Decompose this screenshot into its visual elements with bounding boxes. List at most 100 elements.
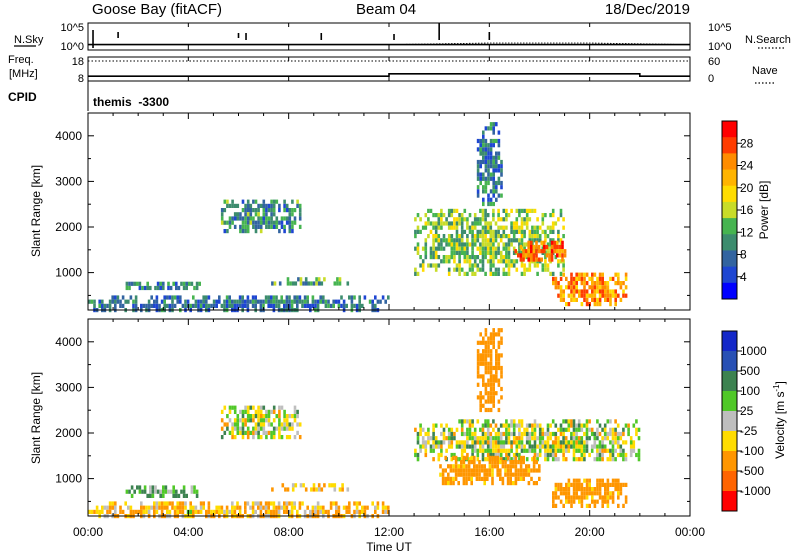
heatmap-cell (528, 234, 532, 239)
heatmap-cell (460, 427, 464, 432)
heatmap-cell (246, 199, 250, 204)
heatmap-cell (432, 440, 435, 445)
heatmap-cell (502, 444, 506, 449)
heatmap-cell (254, 229, 258, 234)
heatmap-cell (233, 422, 237, 427)
heatmap-cell (223, 199, 227, 204)
heatmap-cell (172, 281, 175, 286)
heatmap-cell (554, 448, 558, 453)
heatmap-cell (489, 267, 493, 272)
heatmap-cell (207, 501, 211, 506)
heatmap-cell (525, 457, 529, 462)
heatmap-cell (562, 431, 565, 437)
heatmap-cell (528, 431, 532, 437)
heatmap-cell (345, 505, 348, 510)
heatmap-cell (429, 250, 433, 255)
heatmap-cell (564, 448, 568, 453)
heatmap-cell (492, 440, 495, 445)
heatmap-cell (483, 476, 486, 481)
heatmap-cell (495, 349, 498, 354)
heatmap-cell (583, 289, 586, 294)
heatmap-cell (570, 272, 573, 277)
heatmap-cell (163, 303, 166, 308)
heatmap-cell (267, 414, 271, 419)
heatmap-cell (593, 444, 597, 449)
heatmap-cell (517, 476, 520, 481)
heatmap-cell (151, 493, 155, 498)
heatmap-cell (486, 427, 490, 432)
heatmap-cell (524, 253, 528, 258)
heatmap-cell (497, 213, 500, 218)
velocity-colorbar-label: Velocity [m s-1] (772, 381, 787, 459)
heatmap-cell (591, 293, 594, 298)
heatmap-cell (541, 440, 545, 445)
heatmap-cell (473, 217, 477, 222)
heatmap-cell (554, 487, 558, 492)
heatmap-cell (453, 431, 456, 437)
heatmap-cell (507, 427, 511, 432)
heatmap-cell (366, 505, 369, 510)
heatmap-cell (162, 285, 165, 291)
heatmap-cell (442, 259, 446, 264)
heatmap-cell (473, 263, 477, 268)
heatmap-cell (476, 452, 480, 458)
heatmap-cell (228, 418, 232, 423)
heatmap-cell (175, 285, 178, 291)
heatmap-cell (233, 409, 237, 414)
heatmap-cell (479, 208, 482, 213)
heatmap-cell (500, 168, 503, 173)
heatmap-cell (596, 285, 599, 290)
heatmap-cell (489, 353, 493, 358)
heatmap-cell (476, 457, 480, 462)
heatmap-cell (517, 460, 520, 465)
heatmap-cell (604, 297, 607, 302)
heatmap-cell (499, 234, 503, 239)
heatmap-cell (538, 448, 542, 453)
heatmap-cell (554, 503, 558, 508)
heatmap-cell (510, 238, 513, 243)
heatmap-cell (93, 509, 96, 514)
heatmap-cell (215, 303, 218, 308)
heatmap-cell (601, 281, 604, 286)
heatmap-cell (447, 444, 451, 449)
colorbar-cell (722, 266, 737, 284)
heatmap-cell (488, 468, 492, 473)
heatmap-cell (254, 303, 257, 308)
heatmap-cell (252, 208, 255, 213)
heatmap-cell (450, 213, 454, 218)
heatmap-cell (562, 217, 565, 222)
heatmap-cell (149, 493, 152, 498)
heatmap-cell (481, 267, 485, 272)
heatmap-cell (128, 285, 131, 291)
heatmap-cell (467, 460, 471, 465)
colorbar-tick-label: 12 (740, 225, 754, 239)
heatmap-cell (458, 217, 461, 222)
heatmap-cell (155, 299, 159, 304)
heatmap-cell (583, 491, 586, 496)
heatmap-cell (487, 155, 490, 160)
heatmap-cell (479, 353, 482, 358)
heatmap-cell (522, 468, 525, 473)
heatmap-cell (155, 509, 159, 514)
heatmap-cell (596, 436, 599, 441)
heatmap-cell (562, 419, 565, 424)
heatmap-cell (257, 501, 260, 506)
heatmap-cell (482, 176, 485, 181)
heatmap-cell (416, 436, 420, 441)
heatmap-cell (551, 213, 555, 218)
heatmap-cell (482, 353, 485, 358)
heatmap-cell (588, 285, 591, 290)
heatmap-cell (531, 423, 534, 428)
heatmap-cell (520, 225, 524, 230)
heatmap-cell (514, 476, 518, 481)
heatmap-cell (215, 299, 218, 304)
heatmap-cell (606, 503, 610, 508)
heatmap-cell (538, 476, 541, 481)
heatmap-cell (598, 440, 602, 445)
heatmap-cell (246, 430, 250, 435)
heatmap-cell (492, 427, 495, 432)
heatmap-cell (494, 267, 498, 272)
heatmap-cell (296, 303, 299, 308)
heatmap-cell (559, 289, 563, 294)
